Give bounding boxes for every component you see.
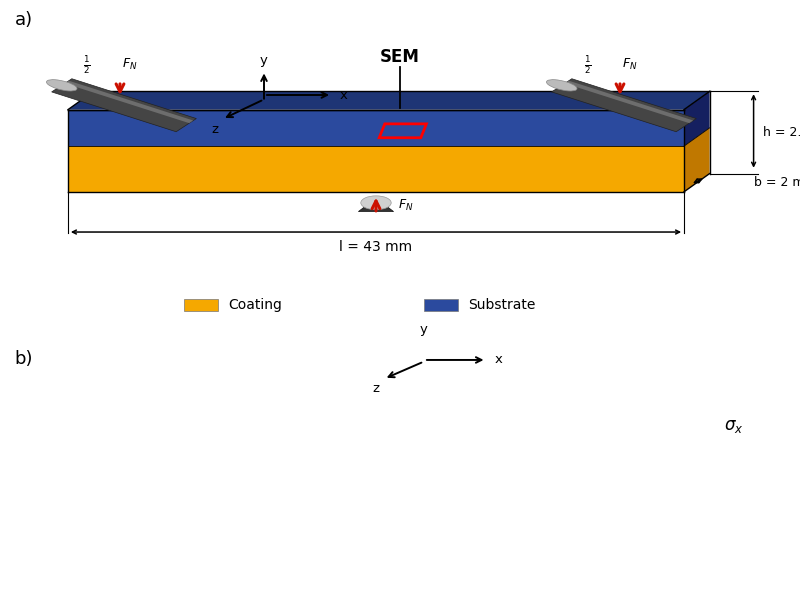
Text: l = 43 mm: l = 43 mm bbox=[339, 240, 413, 254]
Text: y: y bbox=[260, 54, 268, 67]
Polygon shape bbox=[65, 81, 194, 123]
Text: h = 2.5 mm: h = 2.5 mm bbox=[763, 126, 800, 139]
Polygon shape bbox=[68, 146, 684, 192]
Text: $\frac{1}{2}$: $\frac{1}{2}$ bbox=[584, 54, 592, 76]
Text: Substrate: Substrate bbox=[468, 298, 535, 312]
Text: $F_N$: $F_N$ bbox=[398, 198, 414, 213]
Polygon shape bbox=[358, 198, 394, 211]
Text: $\sigma_x$: $\sigma_x$ bbox=[724, 417, 743, 435]
Polygon shape bbox=[52, 79, 196, 132]
Text: b): b) bbox=[14, 351, 33, 368]
Ellipse shape bbox=[546, 80, 577, 91]
Text: $F_N$: $F_N$ bbox=[622, 57, 638, 72]
Text: a): a) bbox=[14, 11, 33, 29]
Text: b = 2 mm: b = 2 mm bbox=[754, 176, 800, 189]
Text: SEM: SEM bbox=[380, 48, 420, 66]
Polygon shape bbox=[565, 81, 694, 123]
Polygon shape bbox=[684, 128, 710, 192]
Text: $F_N$: $F_N$ bbox=[122, 57, 137, 72]
Text: y: y bbox=[420, 323, 428, 336]
Polygon shape bbox=[68, 110, 684, 146]
Ellipse shape bbox=[46, 80, 77, 91]
Bar bbox=[184, 299, 218, 311]
Text: x: x bbox=[494, 353, 502, 367]
Text: z: z bbox=[211, 123, 218, 136]
Text: $\frac{1}{2}$: $\frac{1}{2}$ bbox=[82, 54, 90, 76]
Text: Coating: Coating bbox=[228, 298, 282, 312]
Bar bbox=[424, 299, 458, 311]
Polygon shape bbox=[684, 91, 710, 146]
Text: z: z bbox=[373, 382, 379, 395]
Text: x: x bbox=[340, 88, 348, 102]
Polygon shape bbox=[68, 91, 710, 110]
Polygon shape bbox=[552, 79, 696, 132]
Ellipse shape bbox=[361, 196, 391, 209]
